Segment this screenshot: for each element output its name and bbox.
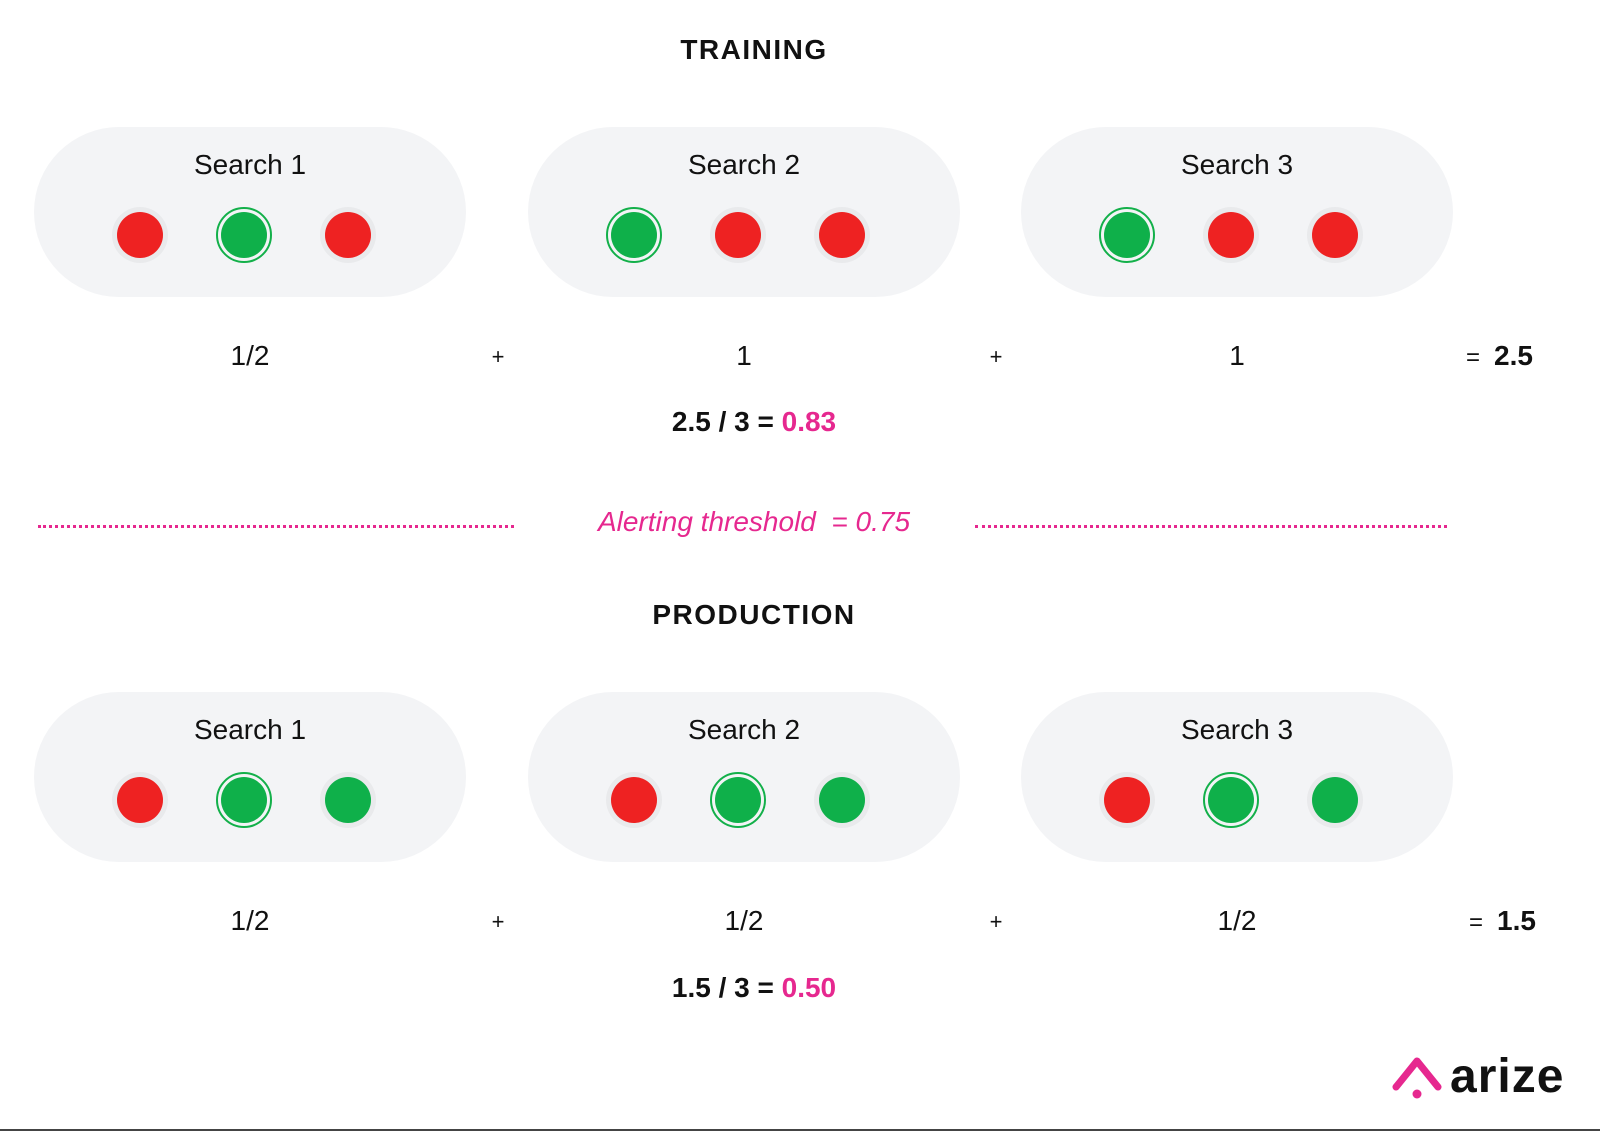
green-result-dot [1099, 207, 1155, 263]
red-result-dot [1099, 772, 1155, 828]
threshold-line-left [38, 525, 514, 528]
bottom-divider [0, 1129, 1600, 1131]
training-total: = 2.5 [1466, 340, 1533, 372]
plus-sign: + [491, 344, 505, 369]
production-formula: 1.5 / 3 = 0.50 [554, 972, 954, 1004]
red-result-dot [1307, 207, 1363, 263]
production-search-3-card: Search 3 [1021, 692, 1453, 862]
search-label: Search 3 [1180, 714, 1294, 745]
training-formula-result: 0.83 [781, 406, 837, 437]
search-label: Search 2 [687, 149, 801, 180]
training-search-2-card: Search 2 [528, 127, 960, 297]
production-search-2-card: Search 2 [528, 692, 960, 862]
training-search-3-card: Search 3 [1021, 127, 1453, 297]
production-formula-result: 0.50 [781, 972, 837, 1003]
production-formula-prefix: 1.5 / 3 = [671, 972, 782, 1003]
production-score-2: 1/2 [724, 905, 764, 936]
production-score-3: 1/2 [1217, 905, 1257, 936]
red-result-dot [112, 207, 168, 263]
arize-logo: arize [1392, 1050, 1572, 1105]
search-label: Search 1 [193, 149, 307, 180]
red-result-dot [710, 207, 766, 263]
threshold-line-right [975, 525, 1447, 528]
training-formula: 2.5 / 3 = 0.83 [554, 406, 954, 438]
alerting-threshold-label: Alerting threshold = 0.75 [597, 506, 911, 537]
green-result-dot [320, 772, 376, 828]
green-result-dot [606, 207, 662, 263]
green-result-dot [710, 772, 766, 828]
green-result-dot [814, 772, 870, 828]
production-title: PRODUCTION [652, 599, 856, 630]
training-title: TRAINING [680, 34, 828, 65]
training-total-value: 2.5 [1494, 340, 1533, 371]
search-label: Search 1 [193, 714, 307, 745]
production-search-1-card: Search 1 [34, 692, 466, 862]
production-total-value: 1.5 [1497, 905, 1536, 936]
plus-sign: + [491, 909, 505, 934]
plus-sign: + [989, 344, 1003, 369]
production-total: = 1.5 [1469, 905, 1536, 937]
training-score-3: 1 [1229, 340, 1245, 371]
red-result-dot [112, 772, 168, 828]
green-result-dot [1307, 772, 1363, 828]
red-result-dot [606, 772, 662, 828]
red-result-dot [1203, 207, 1259, 263]
arize-logo-text: arize [1450, 1050, 1565, 1103]
training-formula-prefix: 2.5 / 3 = [671, 406, 782, 437]
green-result-dot [216, 207, 272, 263]
red-result-dot [814, 207, 870, 263]
arize-logo-icon [1392, 1057, 1442, 1099]
search-label: Search 3 [1180, 149, 1294, 180]
equals-sign: = [1469, 909, 1484, 936]
training-score-2: 1 [736, 340, 752, 371]
search-label: Search 2 [687, 714, 801, 745]
equals-sign: = [1466, 344, 1481, 371]
green-result-dot [1203, 772, 1259, 828]
red-result-dot [320, 207, 376, 263]
production-score-1: 1/2 [230, 905, 270, 936]
green-result-dot [216, 772, 272, 828]
plus-sign: + [989, 909, 1003, 934]
training-search-1-card: Search 1 [34, 127, 466, 297]
training-score-1: 1/2 [230, 340, 270, 371]
